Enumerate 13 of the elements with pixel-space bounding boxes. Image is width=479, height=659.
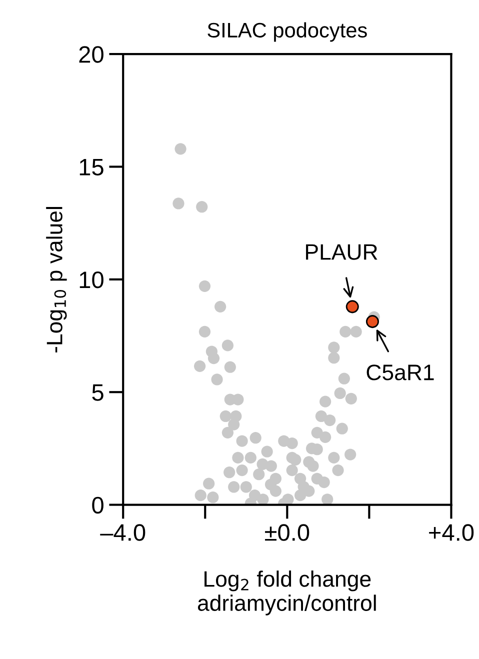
annotation: C5aR1 (366, 364, 434, 380)
x-tick-label: ±0.0 (265, 524, 310, 541)
x-tick-label: –4.0 (100, 524, 146, 541)
y-tick-label: 20 (79, 46, 104, 63)
y-tick-label: 0 (92, 496, 104, 514)
x-tick-label: +4.0 (429, 524, 474, 541)
y-tick-label: 5 (92, 384, 104, 401)
y-axis-title: -Log$_{10}$ p valuel (46, 207, 67, 352)
y-tick-label: 10 (80, 271, 104, 288)
annotation: PLAUR (306, 244, 378, 260)
x-axis-title: Log$_{2}$ fold change adriamycin/control (198, 570, 376, 616)
y-tick-label: 15 (80, 159, 104, 176)
chart-title: SILAC podocytes (208, 22, 367, 42)
